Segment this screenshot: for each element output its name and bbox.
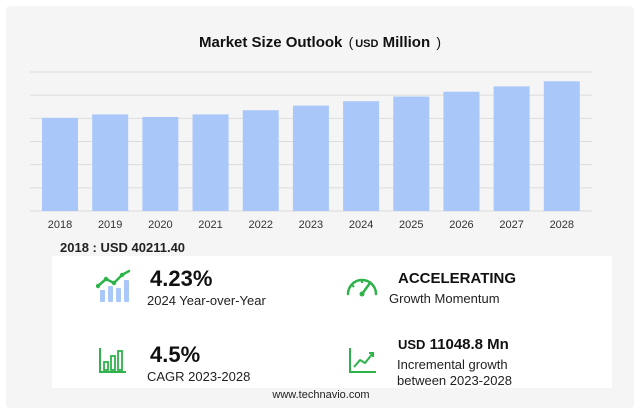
momentum-value: ACCELERATING (398, 270, 517, 287)
title-paren-close: ) (436, 34, 441, 50)
bar-2024 (343, 101, 380, 211)
bar-chart: 2018 2019 2020 2021 2022 2023 2024 2025 2026 2027… (30, 71, 592, 231)
x-tick-label: 2018 (48, 219, 72, 231)
title-unit-scale: Million (382, 34, 431, 51)
bar-2023 (292, 105, 329, 211)
bar-chart-icon (99, 348, 126, 373)
bar-2021 (192, 114, 229, 211)
cagr-value: 4.5% (150, 342, 201, 367)
title-unit-currency: USD (355, 38, 379, 50)
incremental-amount: 11048.8 Mn (429, 336, 509, 353)
speedometer-icon (346, 278, 378, 297)
x-tick-label: 2022 (248, 219, 272, 231)
momentum-label: Growth Momentum (389, 291, 500, 306)
bar-2028 (543, 81, 580, 212)
cagr-label: CAGR 2023-2028 (147, 369, 251, 384)
bar-2025 (393, 96, 430, 211)
yoy-label: 2024 Year-over-Year (147, 293, 266, 308)
bar-2027 (493, 86, 530, 211)
title-paren-open: ( (348, 34, 354, 50)
bar-2022 (242, 110, 279, 211)
bar-2026 (443, 91, 480, 211)
incremental-label-line2: between 2023-2028 (397, 373, 512, 388)
x-tick-label: 2020 (148, 219, 172, 231)
x-tick-label: 2021 (198, 219, 222, 231)
stats-panel: 4.23% 2024 Year-over-Year ACCELERATING G… (52, 256, 612, 388)
x-tick-label: 2026 (449, 219, 473, 231)
yoy-value: 4.23% (150, 266, 213, 291)
footer-source: www.technavio.com (272, 389, 370, 401)
growth-chart-icon (96, 269, 131, 302)
bar-2020 (142, 116, 179, 211)
x-tick-label: 2023 (299, 219, 323, 231)
x-tick-label: 2019 (98, 219, 122, 231)
x-tick-label: 2027 (499, 219, 523, 231)
line-chart-icon (349, 348, 376, 373)
incremental-label-line1: Incremental growth (397, 357, 508, 372)
chart-title: Market Size Outlook (USD Million ) (0, 34, 642, 51)
bar-2018 (42, 117, 78, 211)
base-year-label: 2018 : USD 40211.40 (60, 240, 186, 255)
x-tick-label: 2025 (399, 219, 423, 231)
x-tick-label: 2024 (349, 219, 373, 231)
title-text: Market Size Outlook (199, 34, 343, 51)
bar-2019 (92, 114, 129, 211)
incremental-value: USD 11048.8 Mn (398, 336, 509, 353)
incremental-currency: USD (398, 337, 426, 352)
x-tick-label: 2028 (550, 219, 574, 231)
